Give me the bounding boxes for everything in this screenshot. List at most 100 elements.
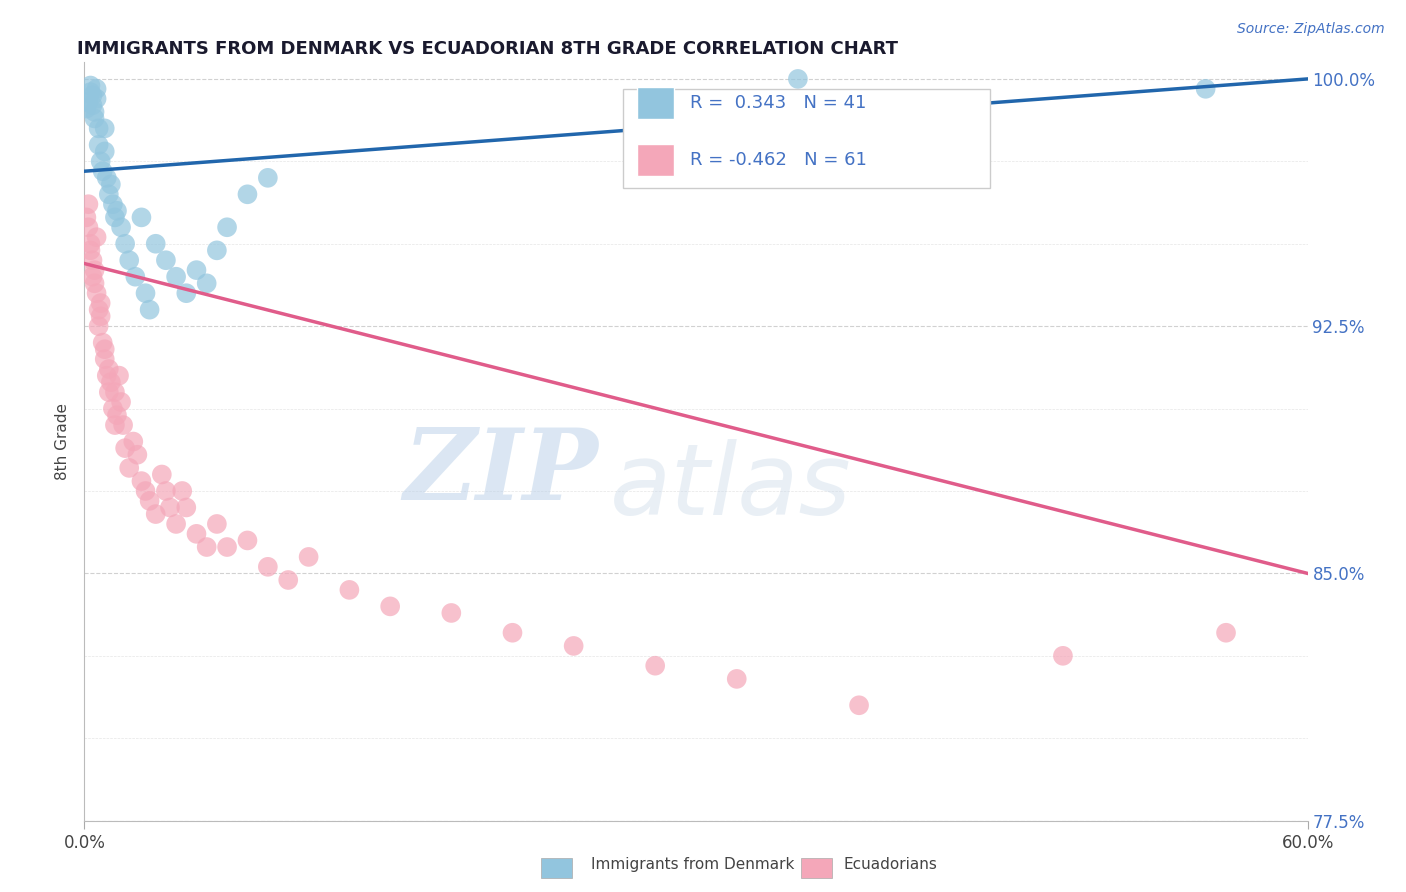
Point (502, 625, 524, 640)
Point (86, 230, 108, 244)
Point (1052, 648, 1074, 663)
Text: atlas: atlas (610, 439, 852, 535)
Point (93, 145, 115, 159)
Point (87, 302, 110, 317)
Point (131, 211, 153, 225)
Point (75, 102, 97, 116)
Point (298, 549, 321, 564)
Point (83, 112, 105, 126)
Point (79, 244, 101, 258)
Point (205, 516, 228, 531)
Point (159, 500, 181, 515)
Point (1195, 82, 1218, 96)
Point (83, 263, 105, 277)
Point (108, 368, 131, 383)
Point (131, 474, 153, 488)
Point (110, 395, 132, 409)
FancyBboxPatch shape (637, 87, 673, 120)
Point (79, 78, 101, 93)
Point (122, 434, 145, 449)
Point (86, 92, 108, 106)
Point (186, 263, 208, 277)
Point (114, 441, 136, 455)
Point (86, 82, 108, 96)
Point (100, 375, 122, 389)
Point (96, 170, 118, 185)
Point (105, 203, 128, 218)
Point (205, 244, 228, 258)
FancyBboxPatch shape (623, 89, 990, 187)
Point (101, 197, 124, 211)
Point (172, 483, 194, 498)
Text: ZIP: ZIP (404, 424, 598, 520)
Point (97, 362, 120, 376)
Point (82, 88, 104, 103)
Point (118, 461, 141, 475)
Point (145, 507, 167, 521)
Point (93, 343, 115, 357)
Point (91, 164, 114, 178)
Point (380, 599, 402, 614)
Point (90, 310, 112, 324)
Point (236, 533, 259, 548)
Point (195, 540, 218, 554)
Point (562, 639, 585, 653)
Point (644, 658, 666, 673)
Point (77, 95, 100, 109)
Point (114, 236, 136, 251)
Text: R = -0.462   N = 61: R = -0.462 N = 61 (690, 152, 866, 169)
Point (440, 606, 463, 620)
Point (118, 253, 141, 268)
Point (91, 335, 114, 350)
Point (155, 253, 177, 268)
Point (77, 197, 100, 211)
Point (101, 401, 124, 416)
Point (150, 467, 173, 482)
Point (110, 220, 132, 235)
Point (112, 418, 135, 433)
Point (90, 154, 112, 169)
Point (104, 418, 127, 433)
Point (93, 121, 115, 136)
Point (195, 277, 218, 291)
Point (138, 302, 160, 317)
Point (90, 296, 112, 310)
Point (105, 408, 128, 422)
Text: Ecuadorians: Ecuadorians (844, 857, 938, 872)
Point (97, 385, 120, 400)
Text: IMMIGRANTS FROM DENMARK VS ECUADORIAN 8TH GRADE CORRELATION CHART: IMMIGRANTS FROM DENMARK VS ECUADORIAN 8T… (77, 40, 898, 58)
Point (138, 494, 160, 508)
Point (257, 559, 280, 574)
Point (277, 573, 299, 587)
Point (97, 187, 120, 202)
Point (87, 137, 110, 152)
Point (87, 319, 110, 334)
Text: Immigrants from Denmark: Immigrants from Denmark (591, 857, 794, 872)
Point (217, 540, 239, 554)
Point (787, 71, 810, 86)
Point (87, 121, 110, 136)
Point (93, 352, 115, 367)
Point (104, 385, 127, 400)
Point (186, 526, 208, 541)
Point (96, 368, 118, 383)
Point (145, 236, 167, 251)
Point (217, 220, 239, 235)
Point (79, 236, 101, 251)
Text: R =  0.343   N = 41: R = 0.343 N = 41 (690, 95, 866, 112)
Point (127, 448, 149, 462)
Point (236, 187, 259, 202)
Point (155, 483, 177, 498)
Point (174, 500, 197, 515)
Point (82, 253, 104, 268)
Point (82, 98, 104, 112)
Point (257, 170, 280, 185)
Point (100, 178, 122, 192)
Point (174, 286, 197, 301)
Point (135, 286, 157, 301)
Text: Source: ZipAtlas.com: Source: ZipAtlas.com (1237, 22, 1385, 37)
Point (104, 211, 127, 225)
Point (1215, 625, 1237, 640)
Point (339, 582, 361, 597)
Point (165, 269, 187, 284)
